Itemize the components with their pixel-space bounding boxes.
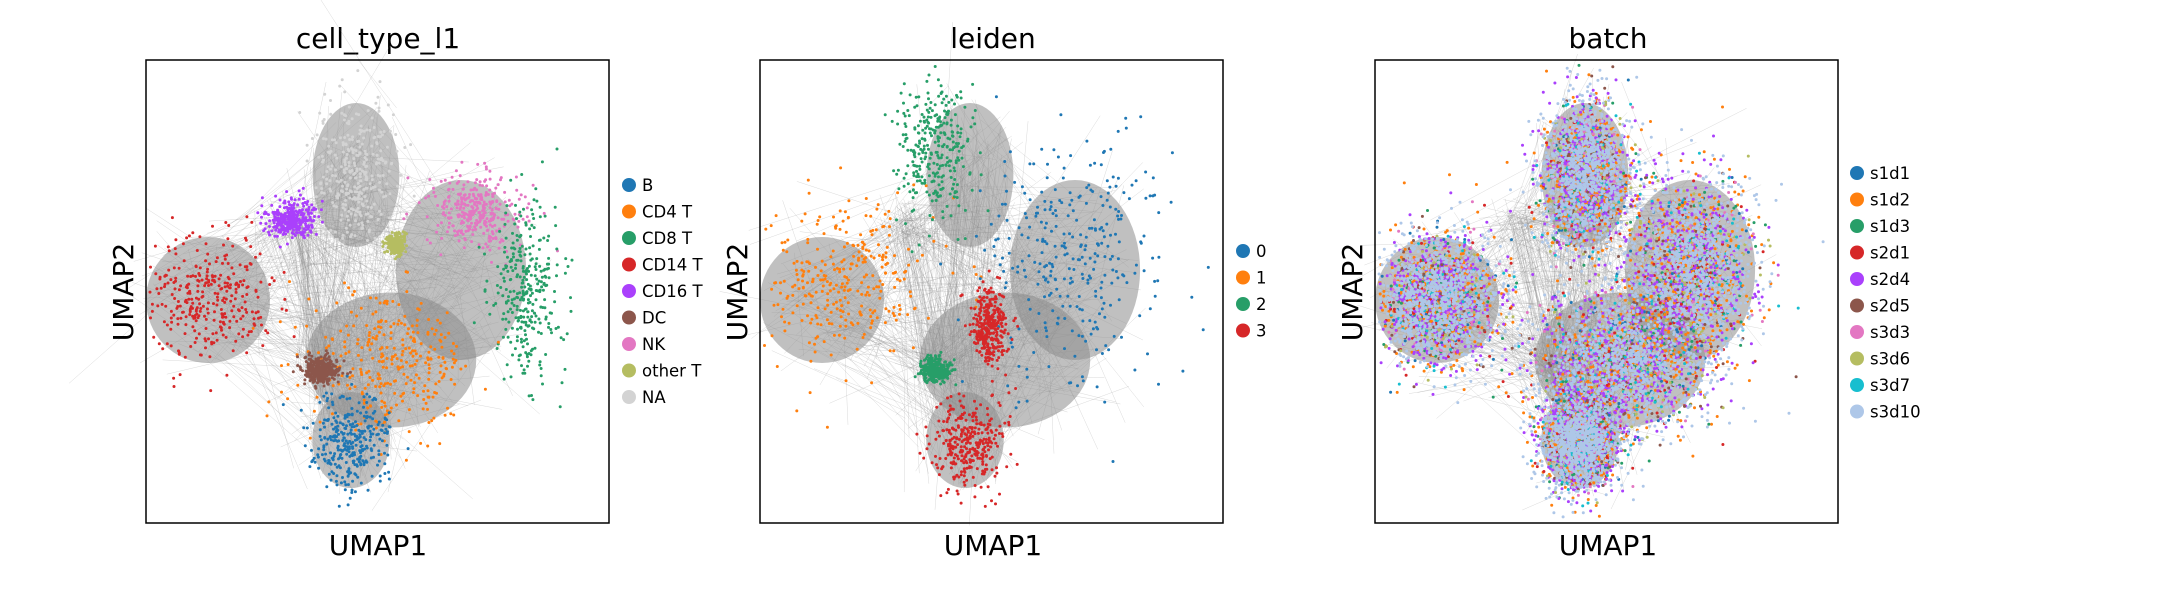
- legend-marker: [1850, 298, 1864, 313]
- legend-label: s1d3: [1870, 217, 1910, 236]
- legend-item: NK: [622, 335, 666, 354]
- legend-item: B: [622, 176, 653, 195]
- x-axis-label: UMAP1: [329, 529, 428, 562]
- scatter-points: [1377, 63, 1825, 519]
- legend-item: s1d2: [1850, 191, 1910, 210]
- legend-marker: [622, 337, 636, 351]
- legend-marker: [1236, 297, 1250, 311]
- panel-title: cell_type_l1: [296, 22, 460, 55]
- legend: 0 1 2 3: [1236, 242, 1267, 341]
- legend-item: s2d1: [1850, 244, 1910, 263]
- legend: s1d1 s1d2 s1d3 s2d1 s2d4 s2d5 s3d3 s3d6 s3d7 s3d1…: [1850, 164, 1921, 422]
- legend-label: 3: [1256, 322, 1267, 341]
- legend-item: CD8 T: [622, 229, 693, 248]
- legend-marker: [1850, 404, 1864, 419]
- legend-item: s3d10: [1850, 403, 1921, 422]
- legend-item: other T: [622, 362, 702, 381]
- legend-label: NK: [642, 335, 666, 354]
- legend-marker: [1236, 270, 1250, 285]
- legend-item: 1: [1236, 269, 1267, 288]
- legend-item: 2: [1236, 295, 1267, 314]
- legend-label: s2d5: [1870, 297, 1910, 316]
- panel-leiden: leiden UMAP1 UMAP2 0 1 2 3: [719, 22, 1267, 562]
- legend-marker: [1850, 245, 1864, 260]
- legend-label: CD4 T: [642, 203, 693, 222]
- plot-frame: [1374, 59, 1839, 524]
- legend-marker: [1850, 325, 1864, 339]
- plot-frame: [145, 59, 610, 524]
- scatter-plot-area: [1352, 53, 1825, 519]
- legend-label: 2: [1256, 295, 1267, 314]
- legend-item: s1d1: [1850, 164, 1910, 183]
- legend-label: s2d4: [1870, 270, 1910, 289]
- legend-marker: [1236, 244, 1250, 258]
- x-axis-label: UMAP1: [944, 529, 1043, 562]
- legend-item: CD4 T: [622, 203, 693, 222]
- plot-frame: [759, 59, 1224, 524]
- scatter-plot-area: [68, 0, 574, 511]
- legend-label: s2d1: [1870, 244, 1910, 263]
- legend-item: s2d5: [1850, 297, 1910, 316]
- x-axis-label: UMAP1: [1559, 529, 1658, 562]
- legend-item: s3d7: [1850, 376, 1910, 395]
- legend-item: 0: [1236, 242, 1267, 261]
- legend-label: NA: [642, 388, 666, 407]
- scatter-points: [148, 69, 574, 508]
- scatter-plot-area: [719, 22, 1210, 526]
- legend-marker: [622, 310, 636, 325]
- legend-item: s3d6: [1850, 350, 1910, 369]
- legend-marker: [1850, 351, 1864, 366]
- legend-label: DC: [642, 309, 666, 328]
- legend-marker: [1850, 378, 1864, 392]
- legend-item: DC: [622, 309, 666, 328]
- panel-batch: batch UMAP1 UMAP2 s1d1 s1d2 s1d3 s2d1 s2d4 s2…: [1336, 22, 1921, 562]
- legend-item: s2d4: [1850, 270, 1910, 289]
- legend-item: CD14 T: [622, 256, 703, 275]
- panel-title: batch: [1568, 22, 1647, 55]
- legend-item: NA: [622, 388, 666, 407]
- y-axis-label: UMAP2: [721, 243, 754, 342]
- legend-marker: [622, 231, 636, 245]
- legend-label: CD8 T: [642, 229, 693, 248]
- legend-marker: [1850, 272, 1864, 286]
- legend-label: s3d7: [1870, 376, 1910, 395]
- legend-marker: [622, 390, 636, 404]
- legend-item: s1d3: [1850, 217, 1910, 236]
- legend-marker: [622, 363, 636, 378]
- legend-marker: [1850, 192, 1864, 207]
- legend-label: B: [642, 176, 653, 195]
- legend-marker: [622, 204, 636, 219]
- legend-label: CD14 T: [642, 256, 703, 275]
- panel-cell-type: cell_type_l1 UMAP1 UMAP2 B CD4 T CD8 T CD14…: [68, 0, 703, 562]
- legend-item: CD16 T: [622, 282, 703, 301]
- panel-title: leiden: [950, 22, 1036, 55]
- legend-item: s3d3: [1850, 323, 1910, 342]
- y-axis-label: UMAP2: [107, 243, 140, 342]
- legend: B CD4 T CD8 T CD14 T CD16 T DC NK other T NA: [622, 176, 703, 407]
- legend-label: other T: [642, 362, 702, 381]
- legend-label: 1: [1256, 269, 1267, 288]
- legend-marker: [1850, 166, 1864, 180]
- y-axis-label: UMAP2: [1336, 243, 1369, 342]
- legend-marker: [1236, 323, 1250, 338]
- scatter-points: [763, 65, 1210, 508]
- legend-marker: [622, 284, 636, 298]
- legend-marker: [622, 257, 636, 272]
- legend-label: s3d3: [1870, 323, 1910, 342]
- legend-label: s1d2: [1870, 191, 1910, 210]
- legend-label: s3d6: [1870, 350, 1910, 369]
- legend-label: CD16 T: [642, 282, 703, 301]
- legend-item: 3: [1236, 322, 1267, 341]
- legend-label: 0: [1256, 242, 1267, 261]
- legend-marker: [1850, 219, 1864, 233]
- legend-label: s1d1: [1870, 164, 1910, 183]
- legend-label: s3d10: [1870, 403, 1921, 422]
- legend-marker: [622, 178, 636, 192]
